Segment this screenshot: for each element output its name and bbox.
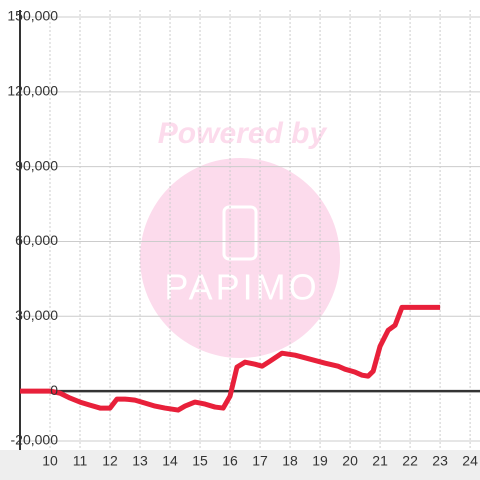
x-tick-label: 24 bbox=[462, 453, 478, 469]
x-tick-label: 22 bbox=[402, 453, 418, 469]
x-tick-label: 23 bbox=[432, 453, 448, 469]
x-tick-label: 19 bbox=[312, 453, 328, 469]
x-tick-label: 21 bbox=[372, 453, 388, 469]
y-tick-label: -20,000 bbox=[11, 432, 59, 448]
x-tick-label: 20 bbox=[342, 453, 358, 469]
watermark-icon bbox=[222, 205, 258, 261]
y-tick-label: 90,000 bbox=[15, 157, 58, 173]
x-tick-label: 16 bbox=[222, 453, 238, 469]
x-tick-label: 11 bbox=[73, 453, 88, 469]
x-tick-label: 13 bbox=[132, 453, 148, 469]
x-tick-label: 14 bbox=[162, 453, 178, 469]
watermark-logo: PAPIMO bbox=[164, 267, 319, 308]
y-tick-label: 30,000 bbox=[15, 307, 58, 323]
x-tick-label: 15 bbox=[192, 453, 208, 469]
y-tick-label: 60,000 bbox=[15, 232, 58, 248]
x-tick-label: 10 bbox=[42, 453, 58, 469]
x-tick-label: 12 bbox=[102, 453, 118, 469]
y-tick-label: 0 bbox=[50, 382, 58, 398]
watermark-text: Powered by bbox=[158, 117, 328, 150]
data-line bbox=[20, 304, 441, 413]
watermark: Powered by PAPIMO bbox=[140, 117, 340, 358]
x-tick-label: 17 bbox=[252, 453, 268, 469]
y-tick-label: 120,000 bbox=[7, 83, 58, 99]
x-tick-label: 18 bbox=[282, 453, 298, 469]
x-axis-band bbox=[0, 450, 480, 480]
y-tick-label: 150,000 bbox=[7, 8, 58, 24]
